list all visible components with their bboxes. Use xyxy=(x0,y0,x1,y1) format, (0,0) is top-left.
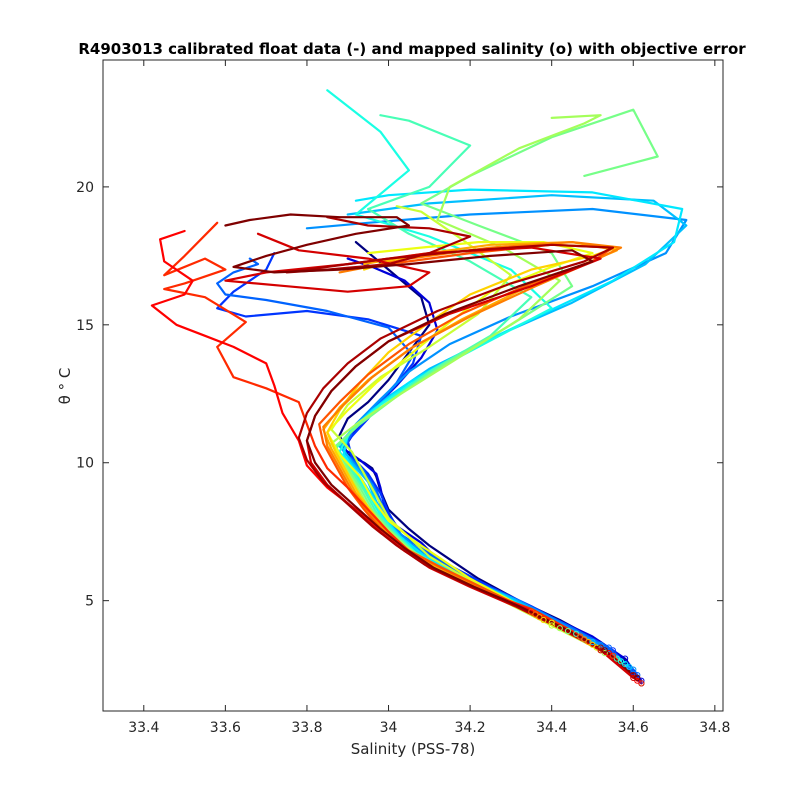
mapped-salinity-marker xyxy=(581,636,588,643)
mapped-salinity-marker xyxy=(532,611,539,618)
mapped-salinity-marker xyxy=(630,674,637,682)
mapped-salinity-marker xyxy=(577,633,584,640)
chart-title: R4903013 calibrated float data (-) and m… xyxy=(78,40,746,58)
mapped-salinity-marker xyxy=(589,641,596,648)
mapped-salinity-marker xyxy=(564,627,572,635)
mapped-salinity-marker xyxy=(638,677,645,684)
x-tick-label: 33.8 xyxy=(291,720,322,736)
mapped-salinity-marker xyxy=(622,658,629,665)
y-tick-label: 20 xyxy=(76,180,94,196)
series-lines xyxy=(150,89,688,685)
series-line-13 xyxy=(326,241,598,649)
plot-frame xyxy=(102,59,724,712)
mapped-salinity-marker xyxy=(597,647,604,654)
mapped-salinity-marker xyxy=(601,650,608,657)
mapped-salinity-marker xyxy=(601,647,608,654)
y-axis: 5 10 15 20 xyxy=(76,180,723,610)
x-tick-label: 34 xyxy=(380,720,398,736)
mapped-salinity-marker xyxy=(634,674,641,682)
y-tick-label: 15 xyxy=(76,318,94,334)
mapped-salinity-marker xyxy=(556,625,563,632)
mapped-salinity-marker xyxy=(548,619,555,626)
x-tick-label: 33.6 xyxy=(210,720,241,736)
mapped-salinity-marker xyxy=(630,672,637,679)
mapped-salinity-marker xyxy=(548,622,555,629)
mapped-salinity-marker xyxy=(626,663,633,671)
x-axis-label: Salinity (PSS-78) xyxy=(351,740,476,758)
x-tick-label: 34.8 xyxy=(699,720,730,736)
mapped-salinity-marker xyxy=(528,608,535,615)
x-tick-label: 34.2 xyxy=(455,720,486,736)
mapped-salinity-marker xyxy=(589,638,596,646)
x-tick-label: 34.4 xyxy=(536,720,567,736)
mapped-salinity-marker xyxy=(634,677,641,684)
y-axis-label: θ ° C xyxy=(56,368,74,405)
x-tick-label: 33.4 xyxy=(128,720,159,736)
mapped-salinity-markers xyxy=(528,608,645,687)
mapped-salinity-marker xyxy=(605,650,612,657)
mapped-salinity-marker xyxy=(613,655,621,662)
series-line-22 xyxy=(224,213,639,680)
y-tick-label: 10 xyxy=(76,456,94,472)
mapped-salinity-marker xyxy=(540,616,547,624)
mapped-salinity-marker xyxy=(622,661,629,668)
series-line-12 xyxy=(330,205,602,652)
series-line-21 xyxy=(285,216,635,677)
y-tick-label: 5 xyxy=(85,594,94,610)
x-axis: 33.4 33.6 33.8 34 34.2 34.4 34.6 34.8 xyxy=(128,60,730,736)
x-tick-label: 34.6 xyxy=(618,720,649,736)
